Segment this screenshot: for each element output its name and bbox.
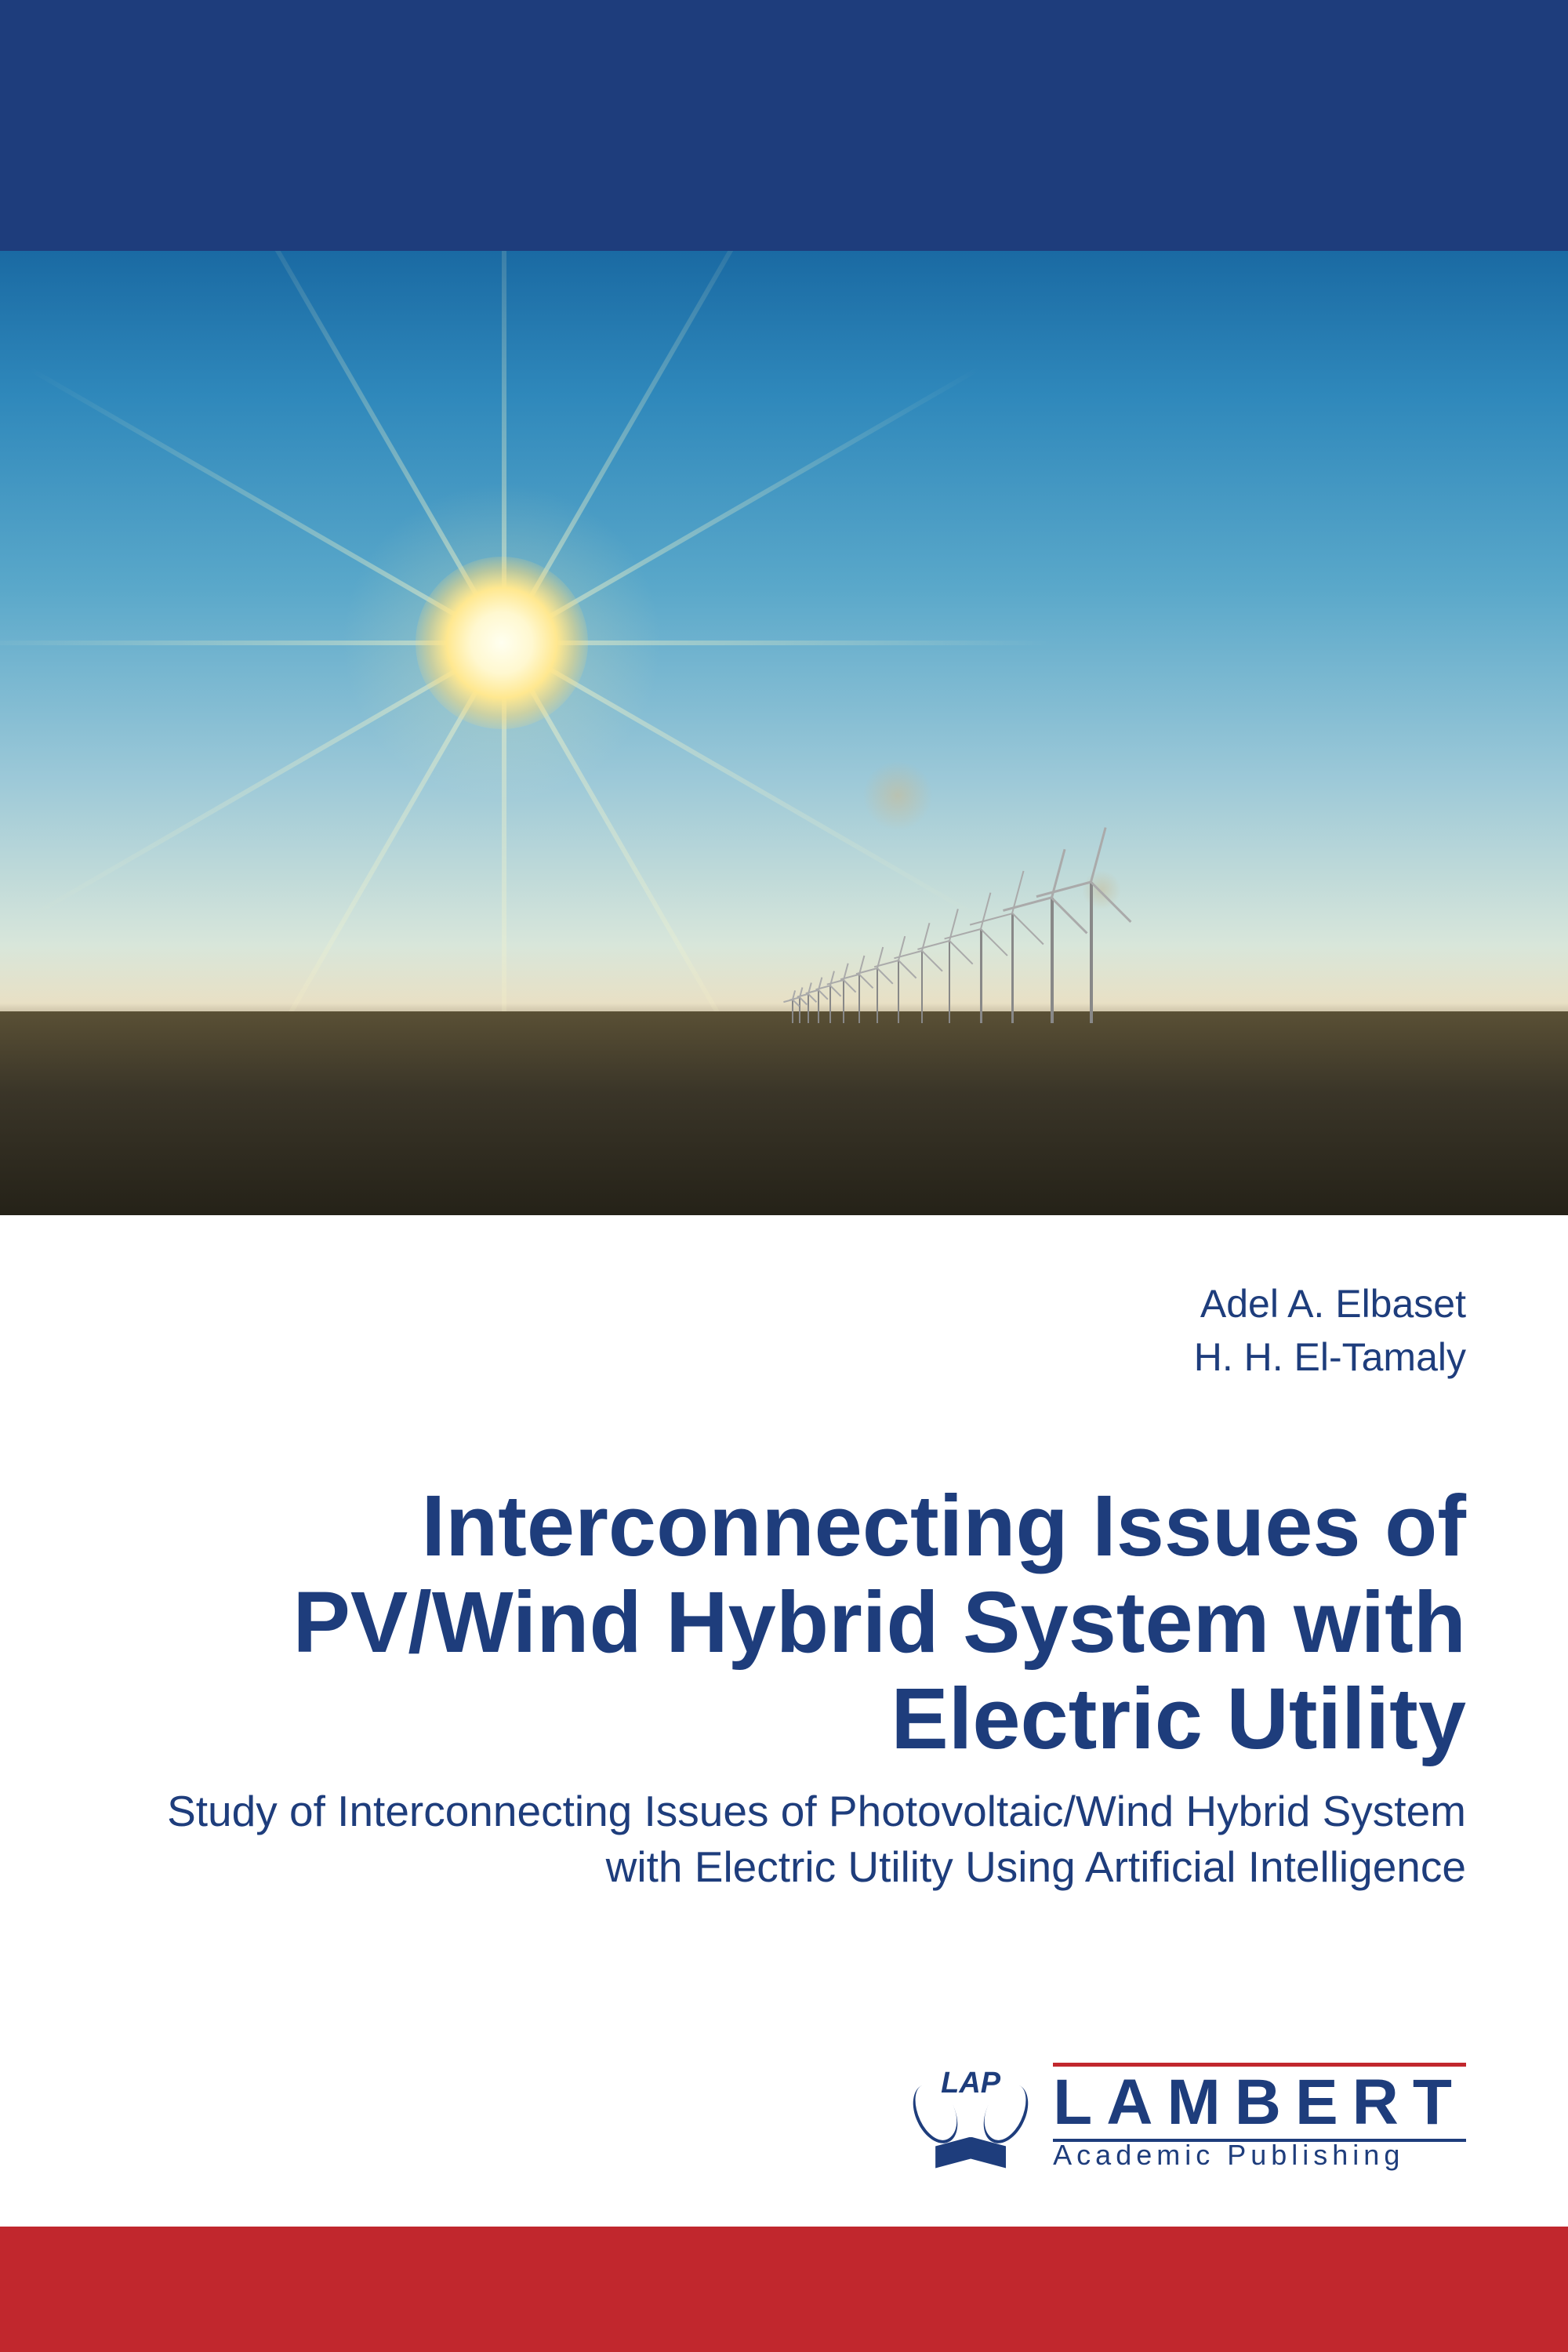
wind-turbine — [949, 941, 952, 1023]
publisher-name: LAMBERT Academic Publishing — [1053, 2063, 1466, 2172]
wind-turbine — [799, 997, 802, 1023]
top-bar — [0, 0, 1568, 251]
publisher-block: LAP LAMBERT Academic Publishing — [912, 2063, 1466, 2172]
wind-turbine — [921, 951, 924, 1023]
hero-image — [0, 251, 1568, 1215]
book-subtitle: Study of Interconnecting Issues of Photo… — [102, 1784, 1466, 1896]
wind-turbine — [818, 990, 821, 1023]
lens-flare — [1082, 870, 1121, 909]
sun-icon — [416, 557, 588, 729]
publisher-short: LAP — [941, 2067, 1000, 2100]
wind-turbine — [898, 960, 901, 1023]
wind-turbine — [858, 975, 862, 1023]
wind-turbine — [877, 968, 880, 1023]
wind-turbine — [980, 929, 983, 1023]
wind-turbine — [829, 985, 833, 1023]
wind-turbine — [1090, 882, 1093, 1023]
wind-turbine — [792, 1000, 795, 1023]
authors: Adel A. Elbaset H. H. El-Tamaly — [102, 1278, 1466, 1384]
book-title: Interconnecting Issues of PV/Wind Hybrid… — [102, 1478, 1466, 1768]
author-line: H. H. El-Tamaly — [102, 1331, 1466, 1385]
author-line: Adel A. Elbaset — [102, 1278, 1466, 1331]
publisher-sub: Academic Publishing — [1053, 2139, 1466, 2172]
publisher-logo-icon: LAP — [912, 2067, 1029, 2169]
bottom-bar — [0, 2227, 1568, 2352]
wind-turbine — [1051, 898, 1054, 1023]
wind-turbine — [843, 980, 846, 1023]
wind-turbine — [808, 994, 811, 1023]
ground — [0, 1011, 1568, 1215]
lens-flare — [862, 760, 933, 831]
cover-content: Adel A. Elbaset H. H. El-Tamaly Intercon… — [0, 1215, 1568, 1896]
publisher-main: LAMBERT — [1053, 2063, 1466, 2142]
wind-turbine — [1011, 913, 1014, 1023]
